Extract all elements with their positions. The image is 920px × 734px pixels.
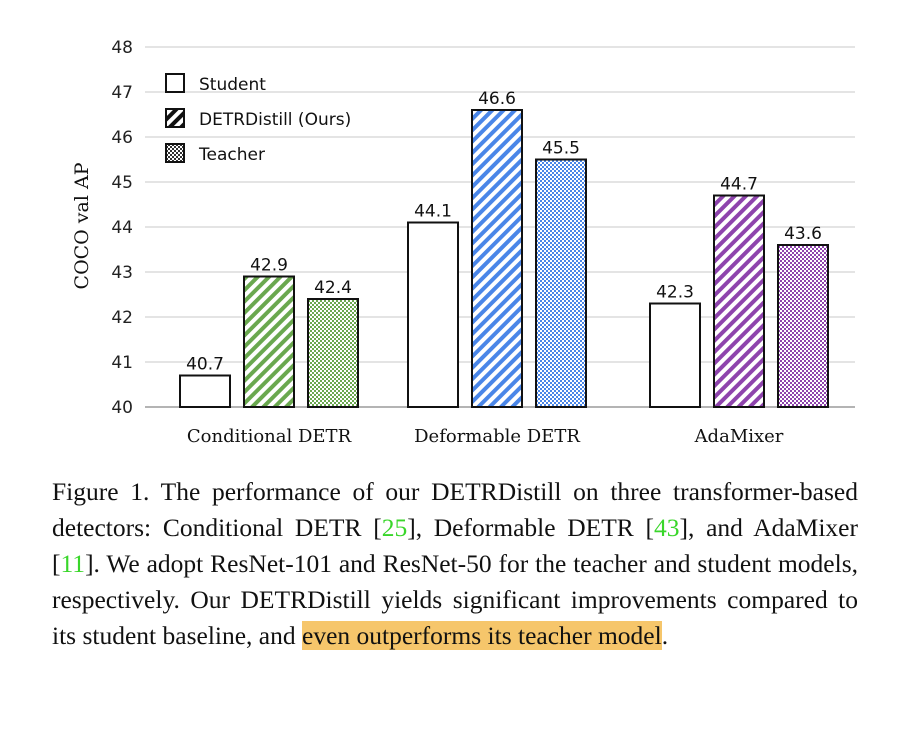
y-tick-label: 42 — [111, 308, 133, 328]
y-tick-label: 45 — [111, 173, 133, 193]
y-tick-label: 41 — [111, 353, 133, 373]
bar — [243, 275, 295, 408]
y-tick-label: 46 — [111, 128, 133, 148]
bar — [535, 158, 587, 408]
bar — [471, 109, 523, 408]
bars — [179, 109, 829, 408]
caption-text: Figure 1. The performance of our DETRDis… — [52, 477, 858, 542]
legend-swatch — [165, 73, 185, 93]
caption-text: ]. We adopt ResNet-101 and ResNet-50 for… — [52, 549, 858, 650]
caption-text: . — [661, 621, 669, 650]
highlighted-text: even outperforms its teacher model — [302, 621, 662, 650]
caption-text: ], and AdaMixer [ — [52, 513, 858, 578]
y-tick-label: 40 — [111, 398, 133, 418]
y-axis-label: COCO val AP — [71, 162, 93, 289]
bar — [407, 221, 459, 408]
data-label: 42.9 — [250, 256, 288, 276]
data-label: 44.1 — [414, 202, 452, 222]
bar — [777, 244, 829, 408]
y-tick-label: 48 — [111, 38, 133, 58]
data-label: 45.5 — [542, 139, 580, 159]
y-tick-labels: 40 41 42 43 44 45 46 47 48 — [111, 38, 133, 418]
data-label: 40.7 — [186, 355, 224, 375]
data-label: 43.6 — [784, 224, 822, 244]
data-label: 46.6 — [478, 89, 516, 109]
legend-label: Student — [199, 75, 266, 95]
citation-link[interactable]: 11 — [60, 549, 86, 578]
legend-swatch — [165, 143, 185, 163]
legend-label: DETRDistill (Ours) — [199, 110, 351, 130]
x-category-label: Deformable DETR — [414, 426, 580, 447]
data-label: 42.3 — [656, 283, 694, 303]
bar — [307, 298, 359, 408]
category-labels: Conditional DETR Deformable DETR AdaMixer — [187, 426, 784, 447]
y-tick-label: 43 — [111, 263, 133, 283]
legend-label: Teacher — [198, 145, 265, 165]
value-labels: 40.7 42.9 42.4 44.1 46.6 45.5 42.3 44.7 43.6 — [186, 89, 822, 375]
legend-swatch — [165, 108, 185, 128]
bar — [649, 302, 701, 408]
y-tick-label: 47 — [111, 83, 133, 103]
data-label: 42.4 — [314, 278, 352, 298]
data-label: 44.7 — [720, 175, 758, 195]
caption-text: ], Deformable DETR [ — [407, 513, 655, 542]
y-tick-label: 44 — [111, 218, 133, 238]
citation-link[interactable]: 43 — [654, 513, 680, 542]
bar — [179, 374, 231, 408]
x-category-label: Conditional DETR — [187, 426, 352, 447]
x-category-label: AdaMixer — [694, 426, 784, 447]
legend: Student DETRDistill (Ours) Teacher — [165, 73, 351, 165]
bar — [713, 194, 765, 408]
figure-caption: Figure 1. The performance of our DETRDis… — [52, 474, 858, 654]
citation-link[interactable]: 25 — [381, 513, 408, 542]
